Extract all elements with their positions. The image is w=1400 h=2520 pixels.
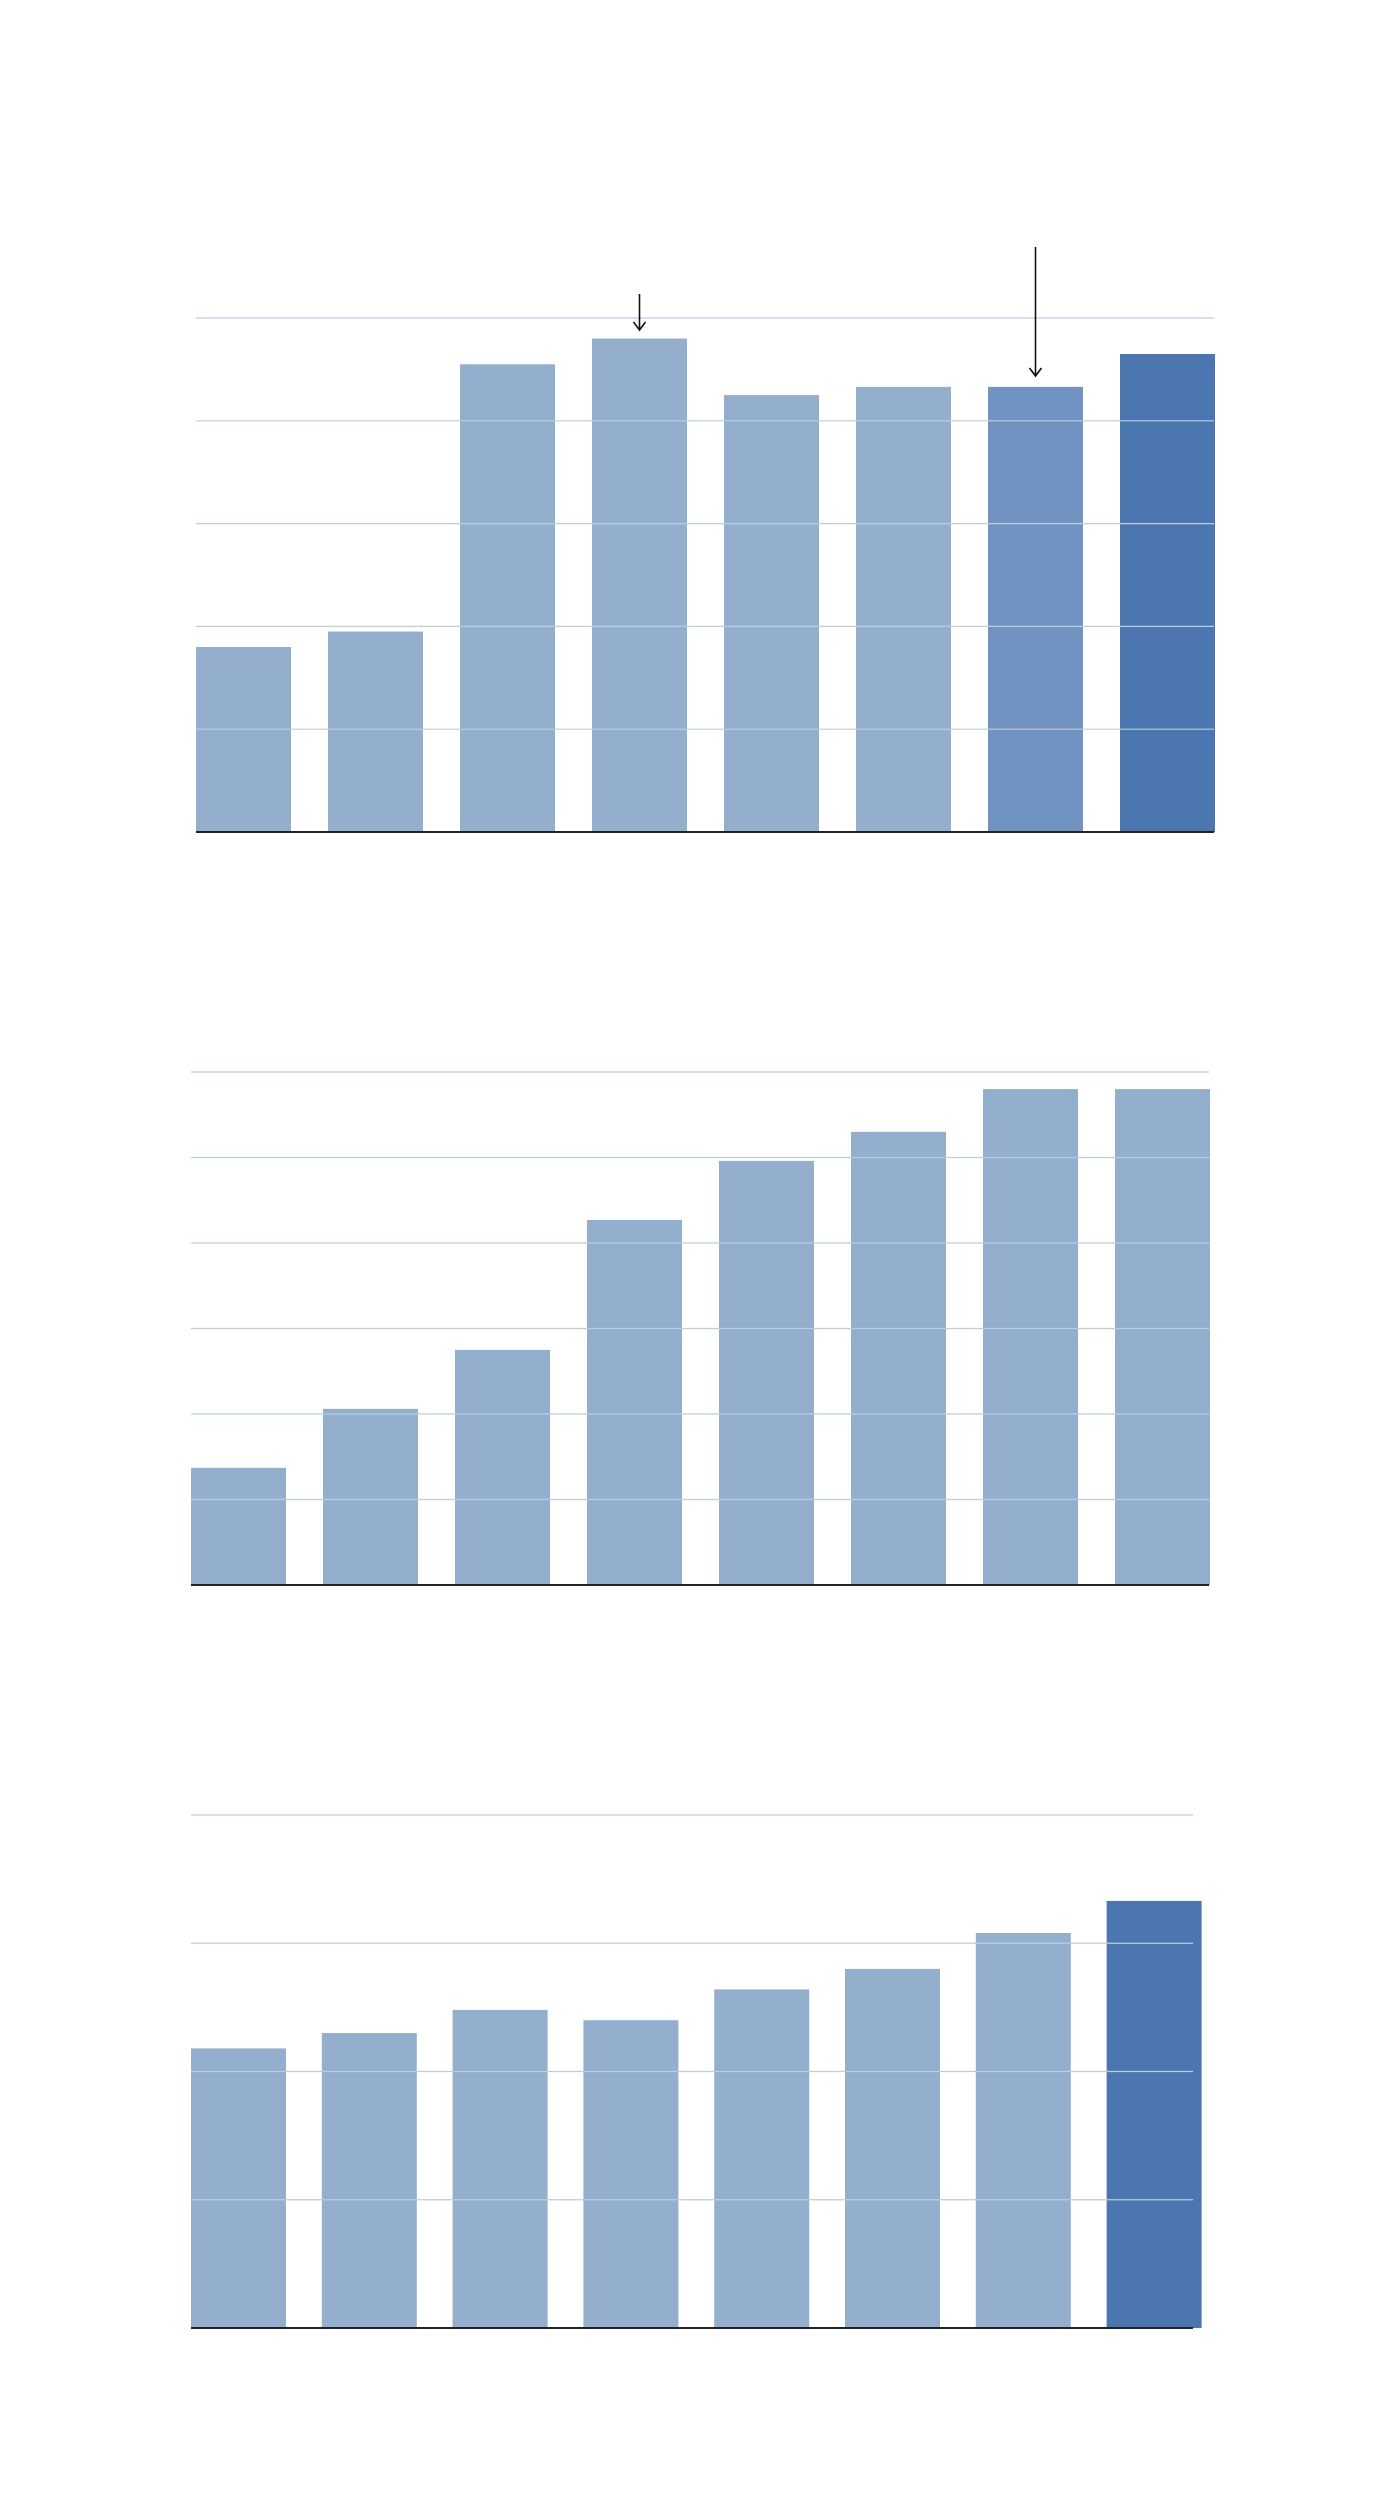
bar — [845, 1968, 940, 2328]
bar — [452, 2009, 548, 2328]
bar — [583, 2020, 679, 2328]
bar — [719, 1160, 814, 1585]
bar — [988, 386, 1083, 832]
bar — [196, 646, 291, 832]
annotation-arrow-icon — [1028, 247, 1043, 378]
bar — [724, 395, 819, 832]
bar — [1120, 353, 1215, 832]
bar — [714, 1989, 810, 2328]
bar — [328, 631, 423, 832]
bar — [851, 1131, 946, 1585]
bar — [983, 1089, 1078, 1585]
bar — [1106, 1900, 1202, 2328]
bar — [191, 2048, 286, 2328]
bar-chart-2 — [191, 1071, 1210, 1586]
bar — [321, 2033, 417, 2328]
bar — [460, 364, 555, 832]
bar — [191, 1467, 286, 1585]
bar-chart-1 — [196, 247, 1215, 833]
bar — [592, 338, 687, 832]
bar — [455, 1349, 550, 1585]
annotation-arrow-icon — [632, 294, 647, 332]
bar — [1115, 1089, 1210, 1585]
bar — [323, 1408, 418, 1585]
bar — [975, 1932, 1071, 2328]
bar — [856, 386, 951, 832]
bar — [587, 1219, 682, 1585]
bar-chart-3 — [191, 1814, 1202, 2329]
